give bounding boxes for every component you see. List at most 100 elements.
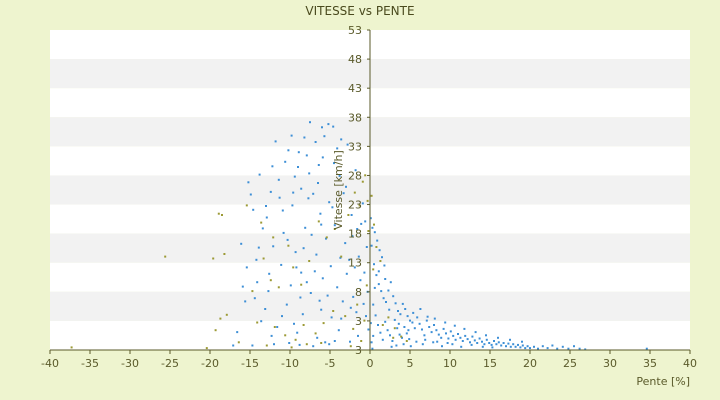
data-point [384,320,387,323]
data-point [345,272,348,275]
data-point [407,329,410,332]
data-point [338,174,341,177]
x-axis-title: Pente [%] [636,375,690,388]
data-point [377,283,380,286]
data-point [413,327,416,330]
data-point [573,345,575,348]
data-point [348,258,351,261]
data-point [463,327,466,330]
data-point [323,135,326,138]
data-point [357,255,360,258]
data-point [327,123,330,126]
data-point [332,310,335,312]
data-point [386,329,389,332]
data-point [339,256,342,259]
data-point [360,222,363,225]
data-point [340,317,343,320]
data-point [424,338,427,341]
data-point [404,308,407,310]
data-point [221,214,223,216]
data-point [437,333,440,336]
data-point [361,180,364,183]
data-point [257,246,260,249]
data-point [341,300,344,303]
data-point [294,338,297,341]
data-point [378,249,381,252]
y-tick-label: 53 [348,24,362,37]
data-point [537,347,539,350]
y-tick-label: 33 [348,140,362,153]
y-tick-label: 38 [348,111,362,124]
data-point [251,344,254,347]
data-point [397,322,400,325]
data-point [433,324,435,326]
data-point [388,308,391,311]
data-point [321,277,324,280]
data-point [461,340,464,342]
data-point [320,342,323,344]
data-point [509,338,511,341]
data-point [281,209,284,212]
data-point [293,175,296,178]
data-point [433,317,436,320]
data-point [302,247,305,250]
data-point [481,340,483,343]
data-point [333,228,336,230]
data-point [369,322,372,325]
data-point [265,344,268,347]
data-point [447,337,450,340]
data-point [507,342,510,345]
data-point [372,268,375,271]
data-point [411,321,414,324]
data-point [474,331,477,334]
data-point [384,278,387,280]
data-point [295,266,298,269]
data-point [336,286,339,289]
data-point [253,297,256,300]
data-point [393,318,396,321]
data-point [387,316,390,319]
data-point [245,266,248,269]
data-point [320,223,323,226]
data-point [491,346,494,349]
data-point [391,340,394,342]
data-point [556,347,559,350]
data-point [316,336,319,339]
data-point [509,345,512,348]
data-point [561,345,564,348]
data-point [483,343,486,346]
data-point [379,260,382,262]
x-tick-label: 20 [523,357,537,370]
data-point [261,227,264,230]
data-point [240,242,243,245]
data-point [271,165,274,168]
data-point [372,303,375,306]
data-point [317,182,319,184]
data-point [425,319,428,322]
data-point [381,324,384,326]
data-point [389,281,392,284]
data-point [375,274,378,277]
chart-title: VITESSE vs PENTE [305,4,414,18]
data-point [274,140,277,143]
data-point [353,191,356,194]
data-point [331,206,334,209]
data-point [262,257,265,260]
data-point [533,345,535,348]
data-point [312,345,315,348]
x-tick-label: -35 [81,357,99,370]
data-point [440,336,443,339]
data-point [347,214,350,216]
data-point [526,345,529,348]
data-point [300,271,303,274]
data-point [371,226,374,229]
data-point [223,253,226,255]
data-point [428,326,431,328]
data-point [309,121,311,124]
data-point [584,348,587,351]
y-tick-label: 43 [348,82,362,95]
data-point [365,284,368,287]
x-tick-label: 35 [643,357,657,370]
data-point [244,300,247,303]
